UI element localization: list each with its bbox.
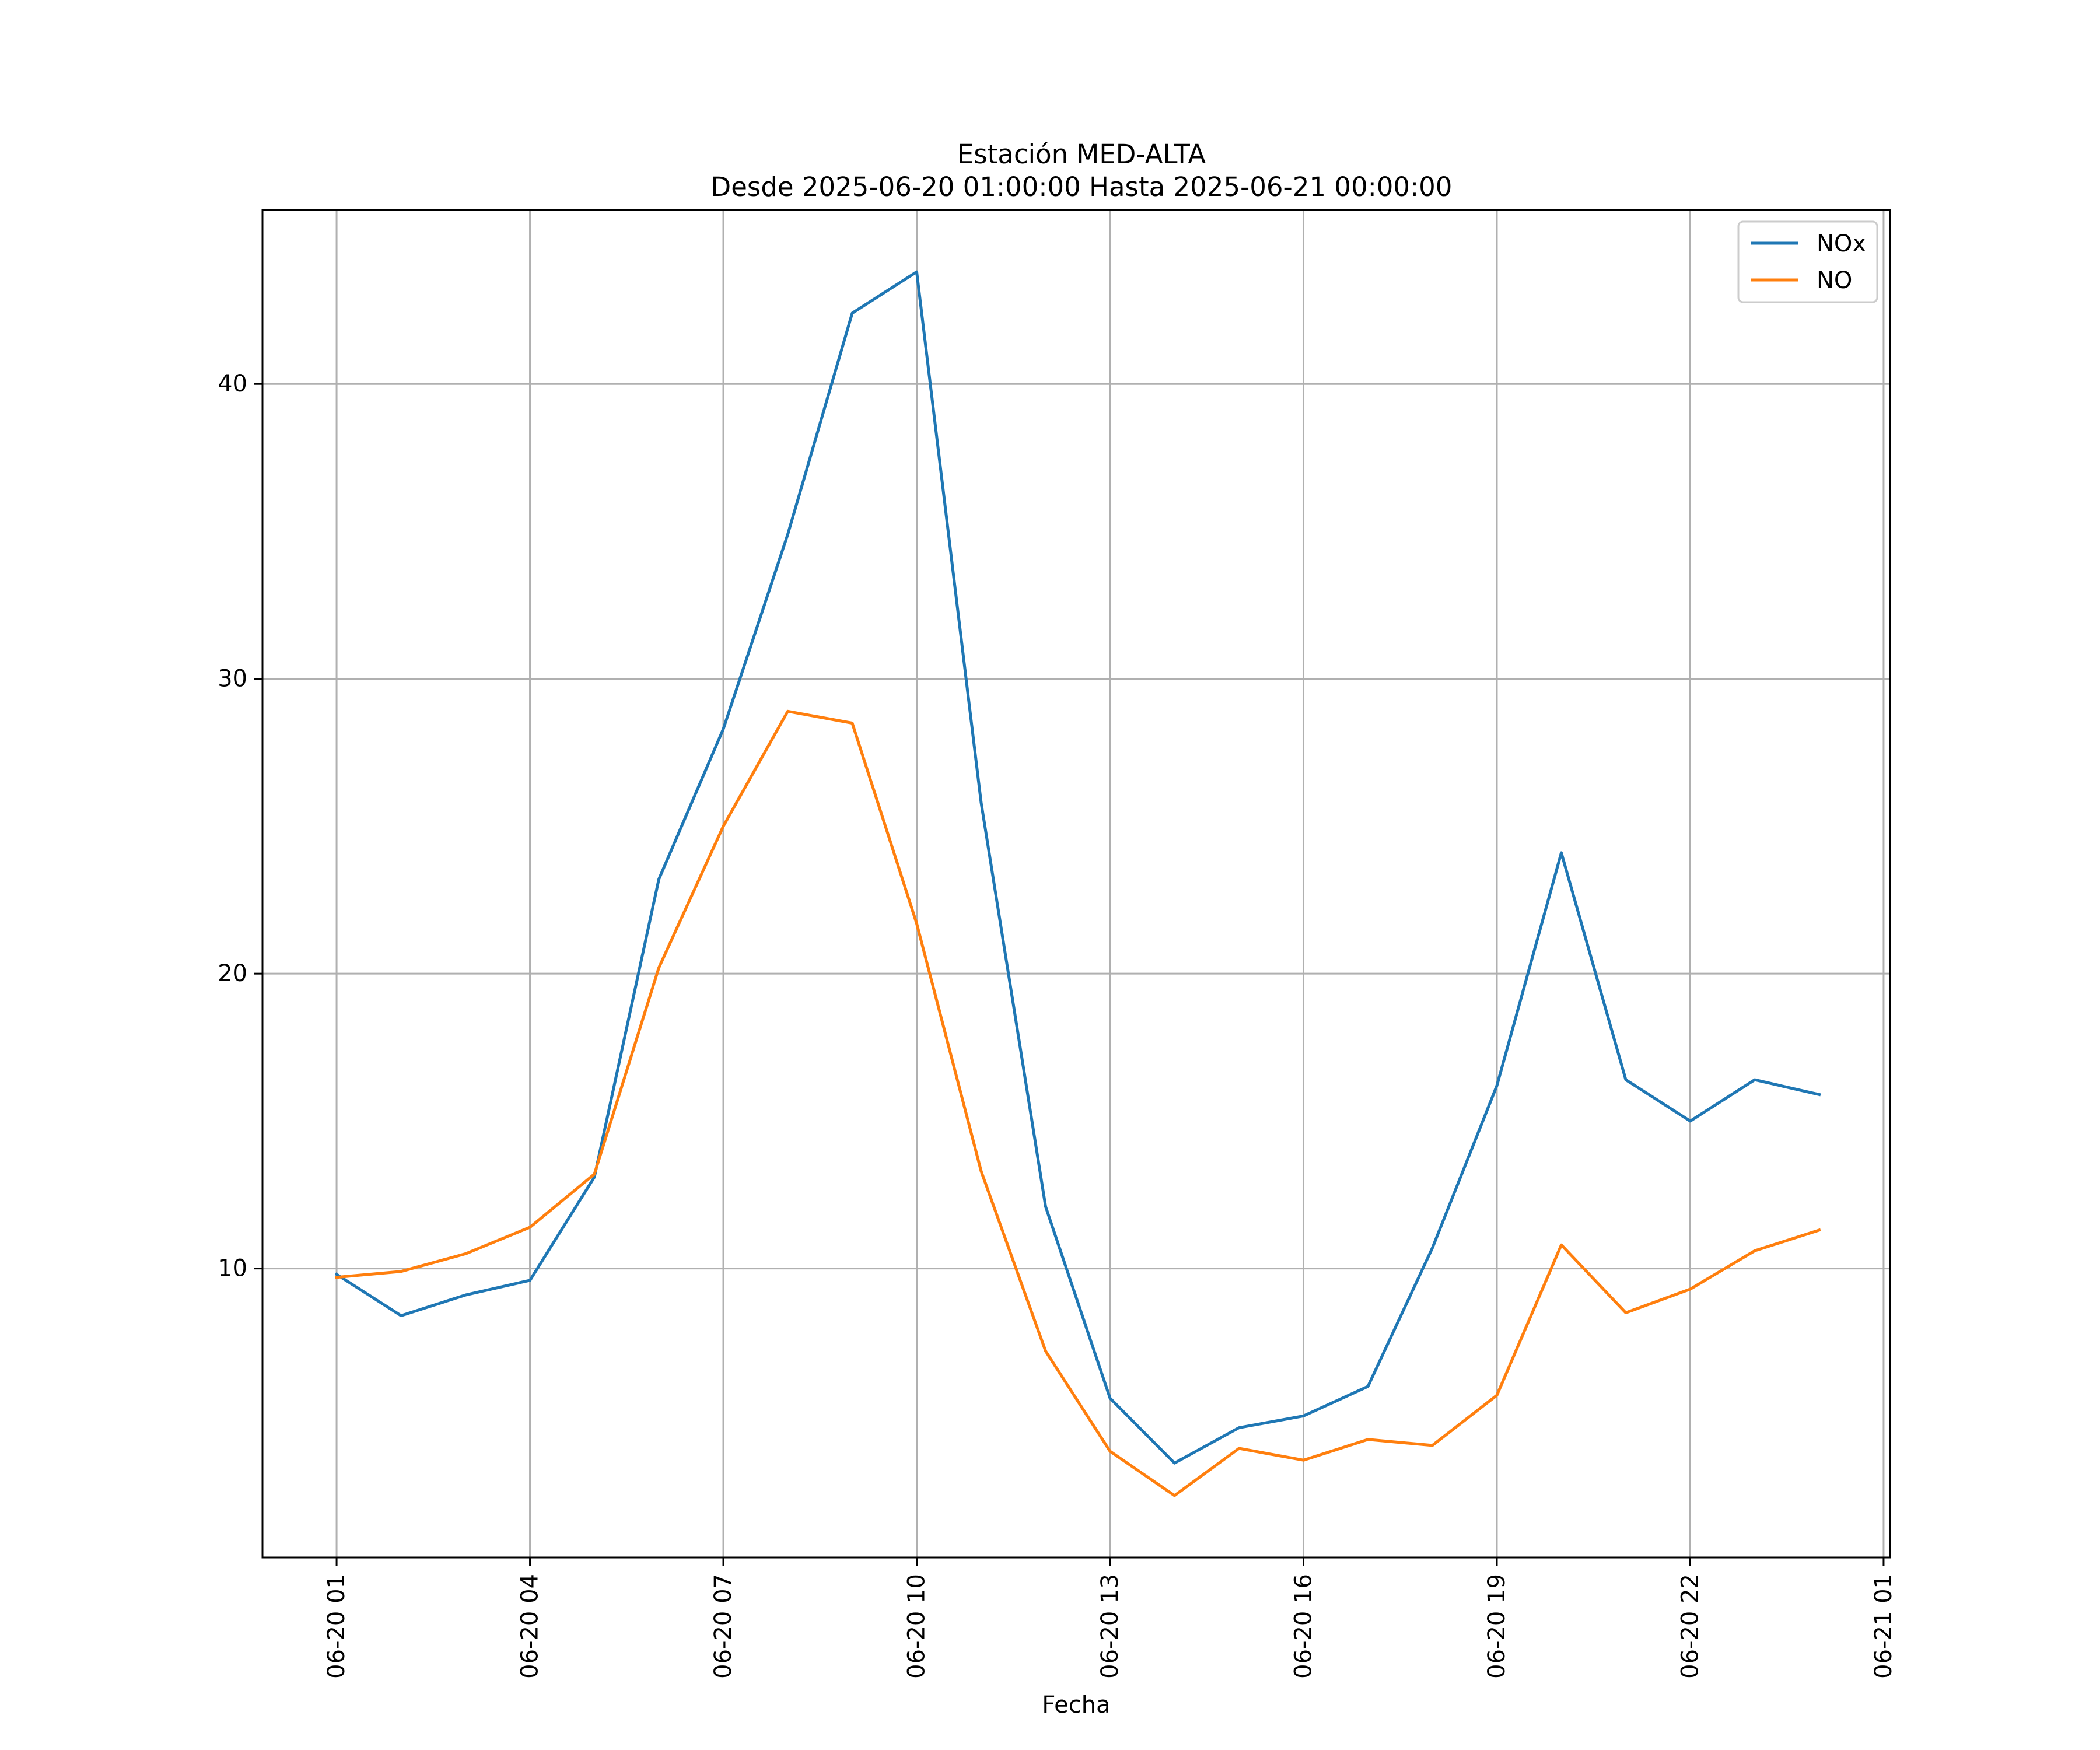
series-line-no — [335, 709, 1821, 1497]
x-tick-label: 06-20 07 — [710, 1574, 737, 1679]
y-tick-label: 20 — [218, 960, 247, 987]
y-tick-label: 10 — [218, 1255, 247, 1282]
y-tick-label: 30 — [218, 666, 247, 692]
x-tick-label: 06-20 13 — [1097, 1574, 1124, 1679]
chart-title: Estación MED-ALTA — [957, 139, 1206, 170]
axis-ticks: 06-20 01 06-20 04 06-20 07 06-20 10 06-20 13… — [218, 370, 1897, 1679]
gridlines — [262, 210, 1890, 1558]
series-lines — [334, 270, 1821, 1497]
chart-subtitle: Desde 2025-06-20 01:00:00 Hasta 2025-06-… — [711, 172, 1452, 202]
legend: NOx NO — [1737, 220, 1878, 303]
x-tick-label: 06-21 01 — [1870, 1574, 1897, 1679]
x-tick-label: 06-20 01 — [323, 1574, 350, 1679]
series-line-nox — [334, 270, 1821, 1465]
legend-label-no: NO — [1817, 267, 1852, 294]
plot-frame — [261, 209, 1891, 1559]
x-tick-label: 06-20 10 — [904, 1574, 930, 1679]
x-tick-label: 06-20 19 — [1483, 1574, 1510, 1679]
y-tick-label: 40 — [218, 370, 247, 397]
x-tick-label: 06-20 22 — [1676, 1574, 1703, 1679]
x-tick-label: 06-20 04 — [517, 1574, 544, 1679]
x-axis-label: Fecha — [1042, 1692, 1110, 1718]
x-tick-label: 06-20 16 — [1290, 1574, 1317, 1679]
legend-label-nox: NOx — [1817, 230, 1866, 257]
